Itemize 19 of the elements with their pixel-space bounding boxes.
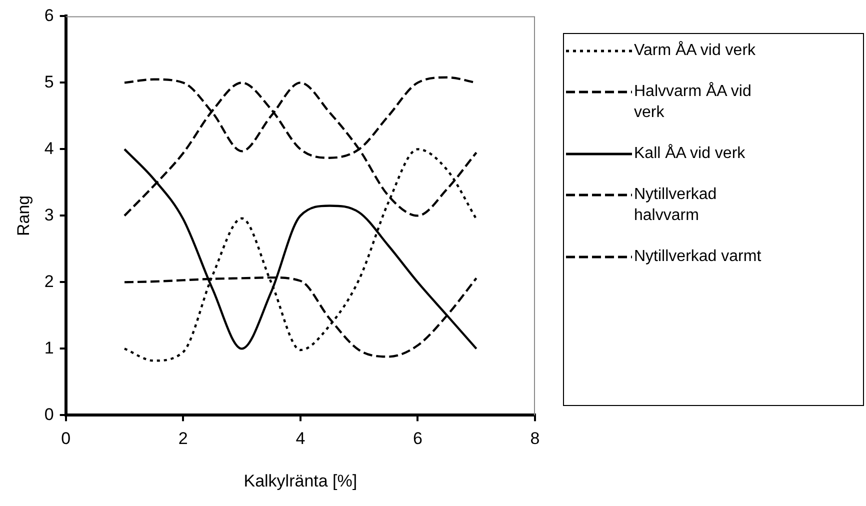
y-tick-label: 3	[44, 205, 54, 224]
y-tick-label: 0	[44, 404, 54, 424]
x-tick-label: 6	[412, 429, 422, 448]
legend-label: Halvvarm ÅA vid verk	[634, 81, 752, 123]
x-tick-label: 8	[530, 429, 540, 448]
y-tick-label: 4	[44, 138, 54, 158]
legend-label: Varm ÅA vid verk	[634, 40, 757, 61]
x-axis-title: Kalkylränta [%]	[244, 471, 358, 490]
y-tick-label: 1	[44, 338, 54, 358]
y-tick-label: 6	[44, 6, 54, 25]
x-tick-label: 2	[178, 429, 188, 448]
legend-label: Kall ÅA vid verk	[634, 143, 746, 164]
x-tick-label: 4	[296, 429, 306, 448]
legend-label: Nytillverkad varmt	[634, 247, 762, 267]
legend-label: Nytillverkad halvvarm	[634, 185, 718, 226]
y-tick-label: 2	[44, 272, 54, 291]
x-tick-label: 0	[61, 429, 71, 448]
y-tick-label: 5	[44, 72, 54, 92]
y-axis-title: Rang	[14, 195, 33, 236]
